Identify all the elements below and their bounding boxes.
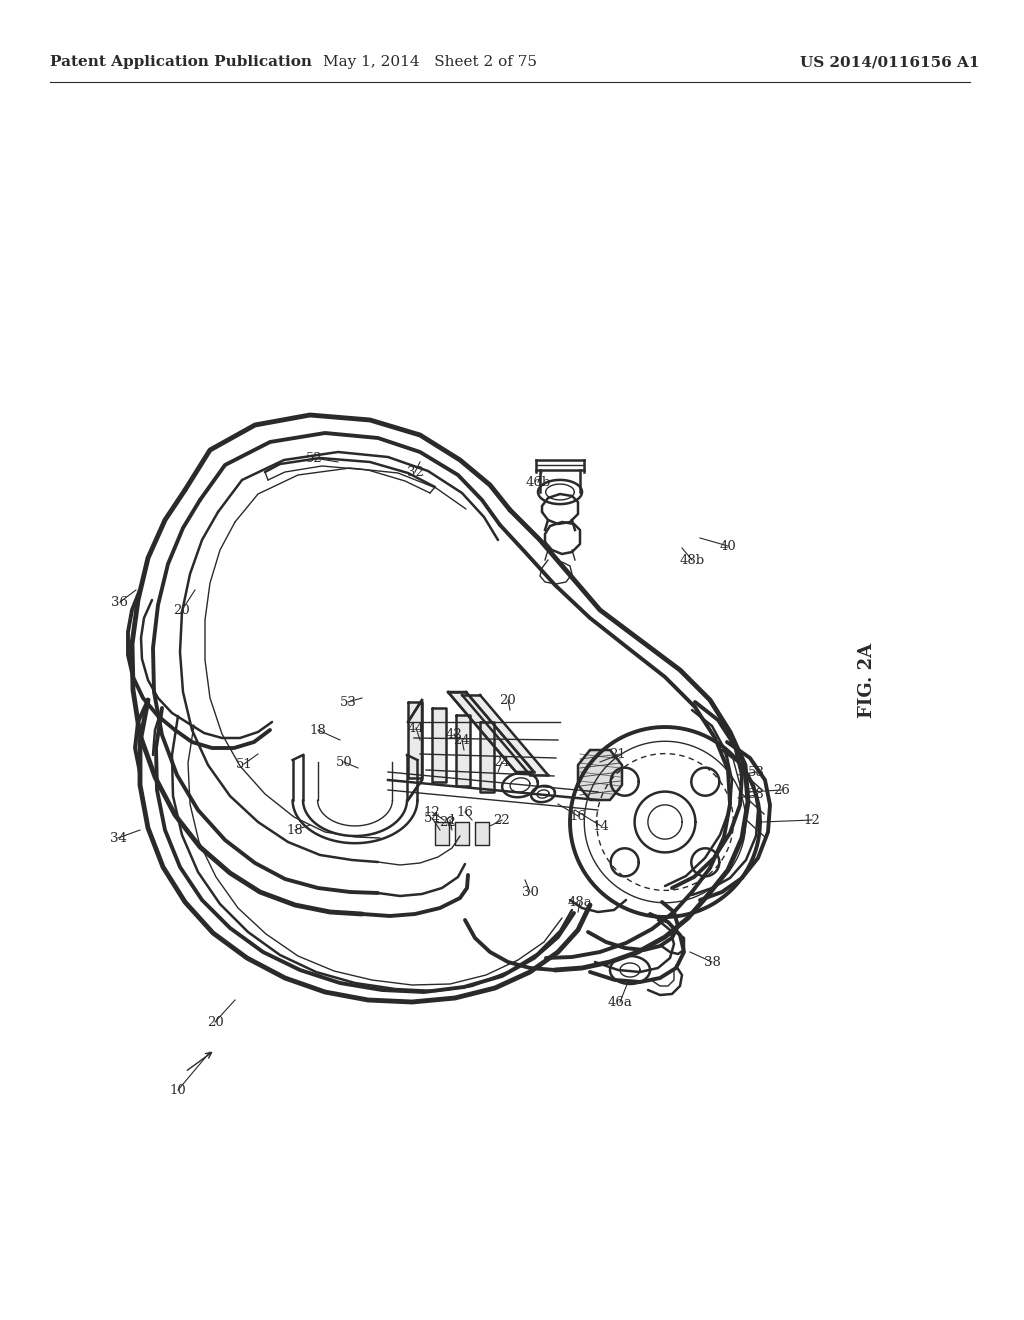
Text: 51: 51 [236,758,252,771]
Text: 18: 18 [309,723,327,737]
Text: 50: 50 [336,755,352,768]
Text: 26: 26 [773,784,791,796]
Text: 21: 21 [609,748,627,762]
Polygon shape [456,715,470,785]
Text: 24: 24 [494,755,510,768]
Polygon shape [432,708,446,781]
Text: 10: 10 [170,1084,186,1097]
Text: 20: 20 [174,603,190,616]
Text: 16: 16 [569,809,587,822]
Text: 30: 30 [521,886,539,899]
Polygon shape [578,750,622,800]
Text: 52: 52 [305,451,323,465]
Polygon shape [408,702,422,777]
Text: 22: 22 [439,816,457,829]
Polygon shape [480,722,494,792]
Text: 20: 20 [500,693,516,706]
Text: 58: 58 [748,766,764,779]
Text: 48a: 48a [567,895,592,908]
Text: 18: 18 [287,824,303,837]
Text: 20: 20 [207,1015,223,1028]
Text: FIG. 2A: FIG. 2A [858,643,876,718]
Text: 48b: 48b [680,553,705,566]
Text: May 1, 2014   Sheet 2 of 75: May 1, 2014 Sheet 2 of 75 [323,55,537,69]
Text: 40: 40 [720,540,736,553]
Polygon shape [435,822,449,845]
Text: US 2014/0116156 A1: US 2014/0116156 A1 [800,55,980,69]
Polygon shape [475,822,489,845]
Text: 16: 16 [457,805,473,818]
Text: 12: 12 [804,813,820,826]
Text: 46a: 46a [607,995,633,1008]
Text: 38: 38 [703,956,721,969]
Text: 24: 24 [454,734,470,747]
Text: 58: 58 [748,788,764,801]
Text: Patent Application Publication: Patent Application Publication [50,55,312,69]
Text: d: d [445,813,455,826]
Text: 36: 36 [112,595,128,609]
Polygon shape [449,692,534,772]
Text: 53: 53 [340,696,356,709]
Text: 42: 42 [445,727,463,741]
Polygon shape [455,822,469,845]
Text: 32: 32 [407,466,424,479]
Text: 14: 14 [593,820,609,833]
Text: 22: 22 [494,813,510,826]
Text: 46b: 46b [525,475,551,488]
Text: 34: 34 [110,832,126,845]
Text: 12: 12 [424,805,440,818]
Polygon shape [462,696,548,775]
Text: 44: 44 [408,722,424,734]
Text: 54: 54 [424,812,440,825]
